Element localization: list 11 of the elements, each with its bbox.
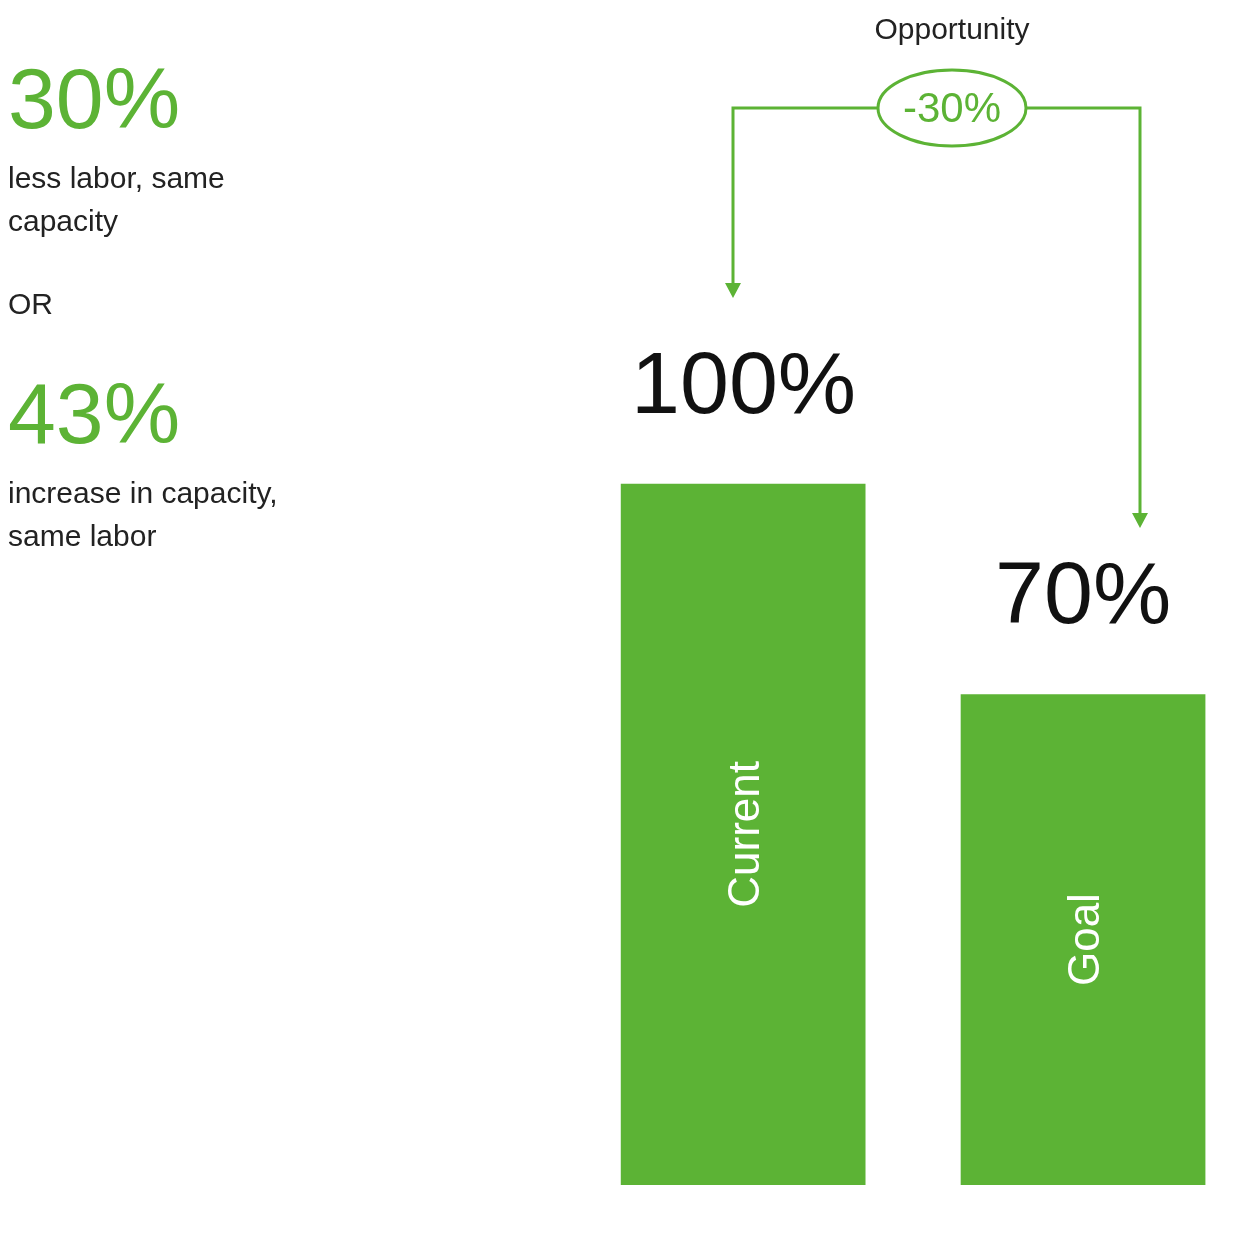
text: -30%: [902, 84, 1002, 132]
text: less labor, same capacity: [8, 160, 226, 239]
x-tick-label: Goal: [1058, 893, 1108, 987]
x-tick-label: Current: [718, 761, 768, 908]
data-label: 70%: [995, 543, 1172, 642]
text: OR: [8, 286, 54, 322]
text: Opportunity: [874, 12, 1030, 46]
data-label: 100%: [631, 333, 857, 432]
text: 30%: [8, 50, 182, 146]
text: increase in capacity, same labor: [8, 475, 279, 554]
text: 43%: [8, 365, 182, 461]
